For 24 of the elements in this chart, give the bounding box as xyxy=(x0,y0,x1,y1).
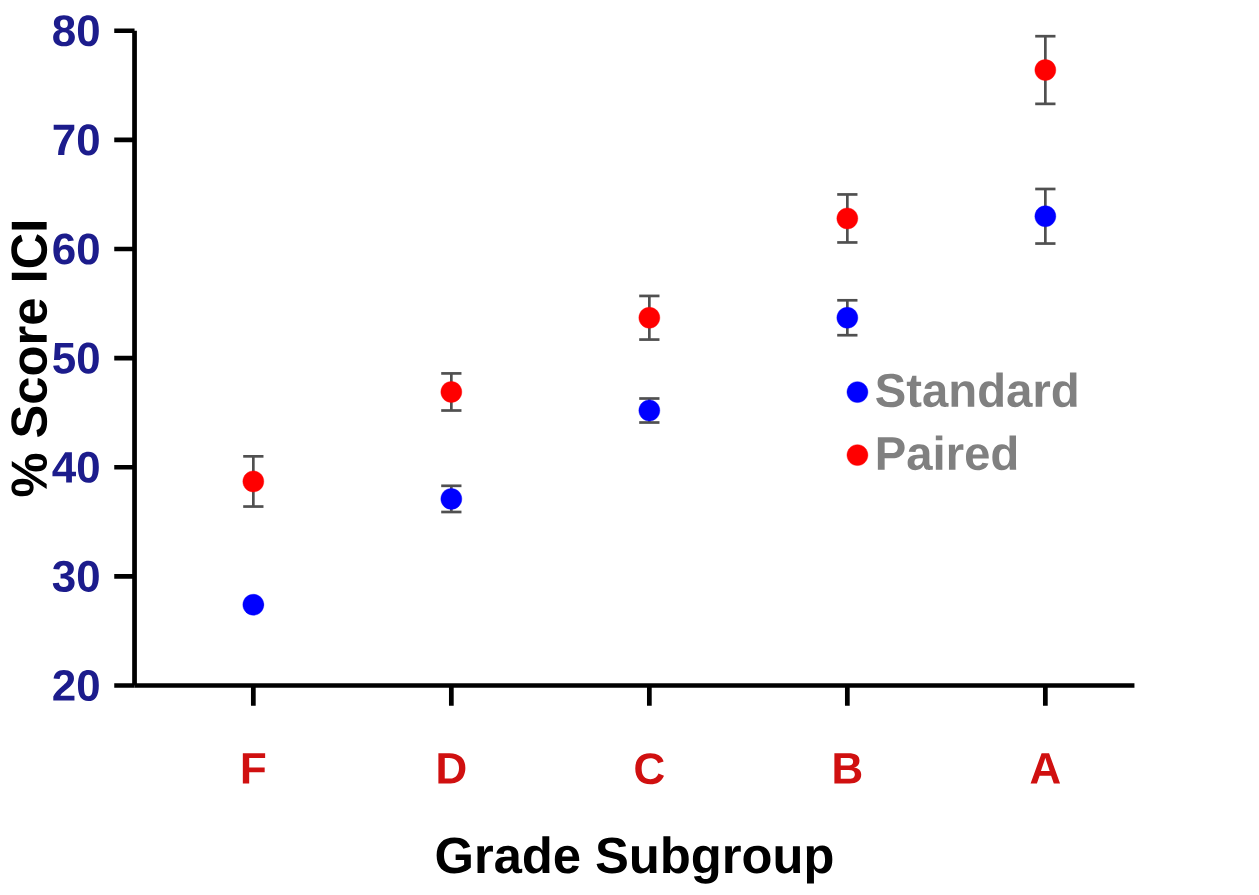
point xyxy=(1034,205,1057,227)
y-tick-label: 30 xyxy=(52,560,99,592)
y-tick-label: 20 xyxy=(53,669,99,702)
x-axis-title: Grade Subgroup xyxy=(436,836,833,884)
x-tick-label: F xyxy=(242,753,266,784)
point xyxy=(836,307,859,329)
x-tick-label: B xyxy=(834,753,862,784)
legend-label: Paired xyxy=(877,435,1017,471)
point xyxy=(242,470,265,493)
point xyxy=(1034,59,1057,81)
point xyxy=(638,307,661,329)
point xyxy=(440,381,463,403)
y-tick-label: 70 xyxy=(53,124,99,156)
x-tick-label: D xyxy=(438,753,466,784)
point xyxy=(242,594,265,616)
y-axis-title: % Score ICI xyxy=(11,222,48,497)
point xyxy=(836,207,859,230)
legend-label: Standard xyxy=(876,372,1077,408)
y-tick-label: 60 xyxy=(53,233,99,265)
y-tick-label: 50 xyxy=(53,342,99,374)
x-tick-label: C xyxy=(635,753,664,785)
y-tick-label: 80 xyxy=(53,15,99,47)
x-tick-label: A xyxy=(1030,753,1061,784)
y-tick-label: 40 xyxy=(52,451,99,483)
